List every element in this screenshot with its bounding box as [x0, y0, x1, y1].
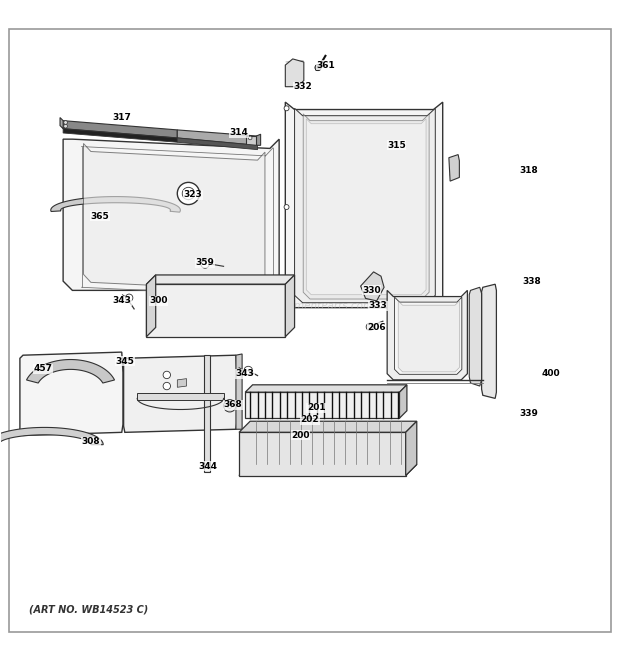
Circle shape [182, 187, 195, 200]
Text: 323: 323 [184, 190, 202, 199]
Polygon shape [63, 121, 177, 138]
Polygon shape [84, 143, 265, 290]
Polygon shape [306, 119, 426, 295]
Text: 345: 345 [115, 357, 135, 366]
Polygon shape [245, 392, 399, 418]
Polygon shape [146, 284, 285, 336]
Text: 314: 314 [229, 128, 249, 137]
Text: 343: 343 [112, 296, 131, 305]
Circle shape [284, 291, 289, 296]
Circle shape [366, 323, 374, 330]
Polygon shape [285, 102, 443, 307]
Polygon shape [204, 355, 210, 473]
Polygon shape [394, 297, 462, 374]
Polygon shape [239, 465, 417, 475]
Polygon shape [177, 130, 257, 145]
Circle shape [315, 65, 321, 71]
Text: 201: 201 [307, 403, 326, 412]
Circle shape [228, 403, 232, 408]
Text: eReplacementParts.com: eReplacementParts.com [246, 301, 374, 311]
Text: 330: 330 [363, 286, 381, 295]
Polygon shape [137, 393, 224, 401]
Polygon shape [285, 59, 304, 87]
Text: 206: 206 [367, 323, 386, 332]
Polygon shape [177, 379, 187, 387]
Text: 300: 300 [149, 296, 168, 305]
Circle shape [284, 205, 289, 210]
Polygon shape [294, 108, 435, 303]
Polygon shape [361, 272, 384, 301]
Polygon shape [51, 196, 180, 212]
Circle shape [163, 382, 170, 390]
Text: 400: 400 [541, 369, 560, 378]
Text: 457: 457 [34, 364, 53, 373]
Circle shape [284, 106, 289, 111]
Polygon shape [60, 118, 63, 129]
Text: 200: 200 [291, 431, 310, 440]
Polygon shape [63, 129, 177, 142]
Polygon shape [449, 155, 459, 181]
Text: 368: 368 [223, 400, 242, 409]
Text: 315: 315 [387, 141, 405, 150]
Polygon shape [146, 275, 156, 336]
Text: 361: 361 [316, 61, 335, 69]
Polygon shape [0, 428, 104, 445]
Polygon shape [256, 134, 260, 145]
Circle shape [64, 121, 68, 124]
Polygon shape [236, 354, 242, 429]
Text: (ART NO. WB14523 C): (ART NO. WB14523 C) [29, 604, 148, 615]
Polygon shape [285, 275, 294, 336]
Polygon shape [482, 284, 497, 399]
Circle shape [224, 400, 236, 412]
Text: 308: 308 [82, 437, 100, 446]
Circle shape [64, 124, 68, 128]
Polygon shape [123, 355, 237, 432]
Text: 202: 202 [301, 416, 319, 424]
Text: 365: 365 [91, 212, 110, 221]
Text: 338: 338 [523, 276, 542, 286]
Text: 359: 359 [196, 258, 215, 267]
Text: 332: 332 [293, 82, 312, 91]
Text: 333: 333 [368, 301, 388, 310]
Circle shape [248, 136, 252, 139]
Polygon shape [387, 290, 467, 380]
Circle shape [163, 371, 170, 379]
Polygon shape [239, 421, 417, 432]
Text: 344: 344 [198, 462, 218, 471]
Polygon shape [27, 360, 115, 383]
Polygon shape [405, 421, 417, 475]
Circle shape [201, 260, 210, 268]
Circle shape [125, 294, 133, 301]
Polygon shape [177, 138, 257, 149]
Polygon shape [239, 432, 405, 475]
Circle shape [244, 366, 252, 375]
Polygon shape [20, 352, 123, 436]
Polygon shape [399, 385, 407, 418]
Text: 343: 343 [236, 369, 255, 378]
Text: 318: 318 [520, 165, 539, 175]
Text: 317: 317 [112, 113, 131, 122]
Polygon shape [469, 288, 482, 386]
Polygon shape [398, 301, 459, 372]
Polygon shape [246, 136, 256, 145]
Polygon shape [303, 114, 429, 299]
Circle shape [177, 182, 200, 205]
Polygon shape [63, 139, 279, 290]
Polygon shape [146, 275, 294, 284]
Text: 339: 339 [520, 409, 539, 418]
Polygon shape [245, 385, 407, 392]
